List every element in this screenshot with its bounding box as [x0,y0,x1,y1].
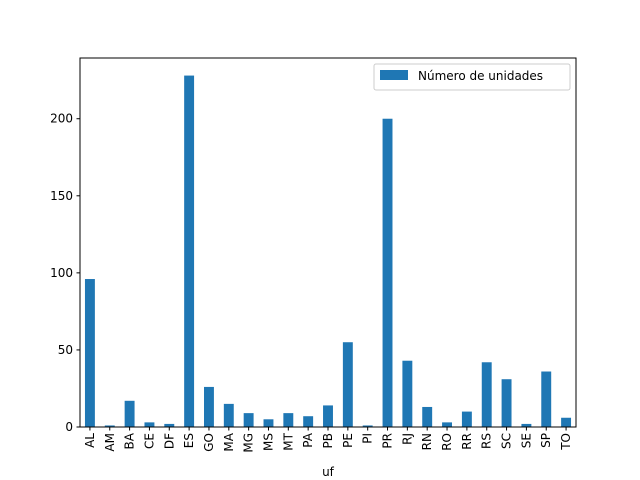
x-tick-label-pa: PA [301,432,315,447]
bars-group [84,75,572,428]
bar-go [204,386,214,427]
x-tick-label-mg: MG [242,433,256,453]
legend-label: Número de unidades [418,69,543,83]
bar-ba [124,400,135,427]
legend: Número de unidades [373,63,571,91]
bar-am [104,425,115,427]
y-ticks-group: 0 50 100 150 200 [50,112,80,434]
bar-df [164,423,175,427]
x-axis-label: uf [322,465,335,479]
x-tick-label-al: AL [83,433,97,448]
bar-sc [501,379,512,427]
bar-es [184,75,195,428]
bar-rn [422,406,433,427]
x-tick-label-pb: PB [321,433,335,448]
y-tick-label-50: 50 [58,343,73,357]
bar-ms [263,419,274,427]
x-tick-label-ma: MA [222,432,236,451]
bar-rr [461,411,472,427]
x-tick-label-rr: RR [460,433,474,450]
x-tick-label-rj: RJ [400,433,414,445]
x-tick-label-pe: PE [341,433,355,448]
axes-frame [79,57,577,428]
legend-swatch [380,70,408,80]
bar-sp [541,371,552,427]
bar-ce [144,422,155,427]
bar-pb [323,405,333,427]
x-tick-label-ms: MS [261,433,275,451]
x-tick-label-se: SE [519,433,533,448]
y-tick-label-200: 200 [50,112,73,126]
x-tick-label-sp: SP [539,433,553,448]
x-tick-label-mt: MT [281,432,295,450]
x-tick-label-ro: RO [440,433,454,451]
x-tick-label-pr: PR [381,433,395,449]
bar-rj [402,360,413,427]
x-tick-label-am: AM [103,433,117,452]
bar-pi [362,425,373,427]
bar-ma [223,403,234,427]
bar-al [84,279,95,427]
bar-ro [442,422,452,427]
bar-pr [382,118,393,428]
x-tick-label-go: GO [202,433,216,452]
bar-mg [243,413,254,427]
bar-pe [342,342,353,427]
x-tick-label-rn: RN [420,433,434,450]
x-tick-label-pi: PI [361,433,375,444]
x-tick-label-sc: SC [500,433,514,449]
x-ticks-group: AL AM BA CE DF ES GO MA MG MS MT PA PB PE PI PR RJ RN RO RR… [83,427,573,453]
y-tick-label-100: 100 [50,266,73,280]
x-tick-label-ba: BA [123,432,137,449]
y-tick-label-0: 0 [65,420,73,434]
x-tick-label-ce: CE [142,433,156,449]
y-tick-label-150: 150 [50,189,73,203]
x-tick-label-es: ES [182,433,196,448]
bar-pa [303,416,314,427]
bar-mt [283,413,294,427]
x-tick-label-rs: RS [480,433,494,449]
bar-to [561,417,572,427]
legend-box [373,63,571,91]
bar-rs [481,362,492,427]
bar-se [521,423,532,427]
x-tick-label-df: DF [162,433,176,449]
x-tick-label-to: TO [559,433,573,451]
